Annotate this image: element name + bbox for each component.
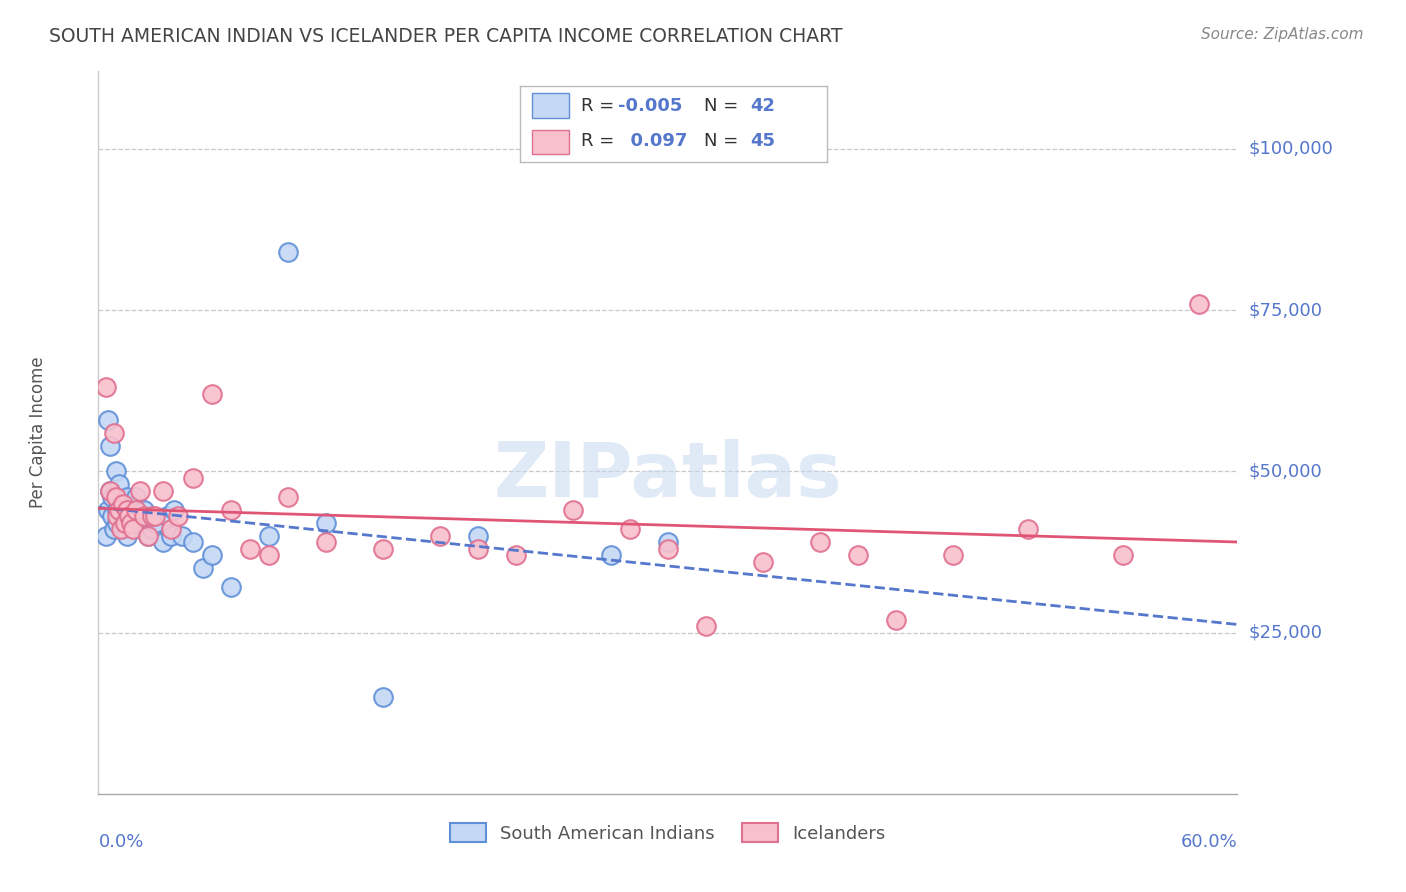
Point — [118, 509, 141, 524]
Point — [183, 535, 205, 549]
Point — [315, 535, 337, 549]
Text: ZIPatlas: ZIPatlas — [494, 439, 842, 513]
Point — [259, 548, 281, 562]
Point — [110, 503, 132, 517]
Point — [600, 548, 623, 562]
Point — [221, 503, 243, 517]
Text: 0.0%: 0.0% — [98, 833, 143, 851]
Point — [141, 509, 163, 524]
Point — [115, 529, 138, 543]
Point — [132, 509, 155, 524]
Point — [104, 490, 127, 504]
Point — [114, 509, 136, 524]
Point — [132, 503, 155, 517]
Point — [371, 690, 394, 705]
Point — [152, 535, 174, 549]
Point — [156, 509, 179, 524]
Point — [100, 490, 122, 504]
Point — [129, 483, 152, 498]
Point — [619, 522, 641, 536]
Point — [429, 529, 451, 543]
Point — [136, 529, 159, 543]
Point — [277, 490, 299, 504]
Point — [120, 516, 142, 530]
Point — [94, 380, 117, 394]
Point — [191, 561, 214, 575]
Point — [562, 503, 585, 517]
Point — [201, 548, 224, 562]
Point — [121, 522, 143, 536]
Point — [115, 503, 138, 517]
Point — [98, 483, 121, 498]
Legend: South American Indians, Icelanders: South American Indians, Icelanders — [443, 816, 893, 850]
Point — [239, 541, 262, 556]
Point — [112, 497, 135, 511]
Point — [100, 509, 122, 524]
Point — [110, 522, 132, 536]
Point — [884, 613, 907, 627]
Point — [657, 535, 679, 549]
Point — [1018, 522, 1040, 536]
Point — [121, 503, 143, 517]
Point — [145, 516, 167, 530]
Point — [505, 548, 527, 562]
Point — [103, 425, 125, 440]
Point — [1188, 296, 1211, 310]
Point — [467, 541, 489, 556]
Point — [94, 529, 117, 543]
Point — [467, 529, 489, 543]
Point — [159, 529, 181, 543]
Point — [115, 490, 138, 504]
Point — [108, 477, 131, 491]
Point — [163, 503, 186, 517]
Point — [118, 497, 141, 511]
Point — [315, 516, 337, 530]
Text: SOUTH AMERICAN INDIAN VS ICELANDER PER CAPITA INCOME CORRELATION CHART: SOUTH AMERICAN INDIAN VS ICELANDER PER C… — [49, 27, 842, 45]
Text: $100,000: $100,000 — [1249, 140, 1333, 158]
Text: $75,000: $75,000 — [1249, 301, 1323, 319]
Point — [1112, 548, 1135, 562]
Point — [107, 509, 129, 524]
Point — [104, 464, 127, 478]
Point — [125, 503, 148, 517]
Point — [141, 522, 163, 536]
Point — [107, 503, 129, 517]
Point — [371, 541, 394, 556]
Point — [98, 438, 121, 452]
Text: Source: ZipAtlas.com: Source: ZipAtlas.com — [1201, 27, 1364, 42]
Text: $50,000: $50,000 — [1249, 462, 1322, 480]
Point — [120, 516, 142, 530]
Point — [108, 503, 131, 517]
Point — [97, 413, 120, 427]
Point — [125, 490, 148, 504]
Point — [129, 516, 152, 530]
Point — [98, 483, 121, 498]
Point — [112, 516, 135, 530]
Point — [145, 509, 167, 524]
Point — [170, 529, 193, 543]
Point — [201, 387, 224, 401]
Point — [159, 522, 181, 536]
Point — [277, 244, 299, 259]
Point — [846, 548, 869, 562]
Point — [167, 509, 190, 524]
Point — [152, 483, 174, 498]
Point — [808, 535, 831, 549]
Point — [942, 548, 965, 562]
Point — [752, 555, 775, 569]
Point — [103, 522, 125, 536]
Point — [259, 529, 281, 543]
Text: $25,000: $25,000 — [1249, 624, 1323, 641]
Point — [136, 529, 159, 543]
Text: Per Capita Income: Per Capita Income — [30, 357, 48, 508]
Point — [695, 619, 717, 633]
Point — [107, 516, 129, 530]
Point — [97, 503, 120, 517]
Point — [114, 516, 136, 530]
Point — [221, 581, 243, 595]
Text: 60.0%: 60.0% — [1181, 833, 1237, 851]
Point — [183, 471, 205, 485]
Point — [657, 541, 679, 556]
